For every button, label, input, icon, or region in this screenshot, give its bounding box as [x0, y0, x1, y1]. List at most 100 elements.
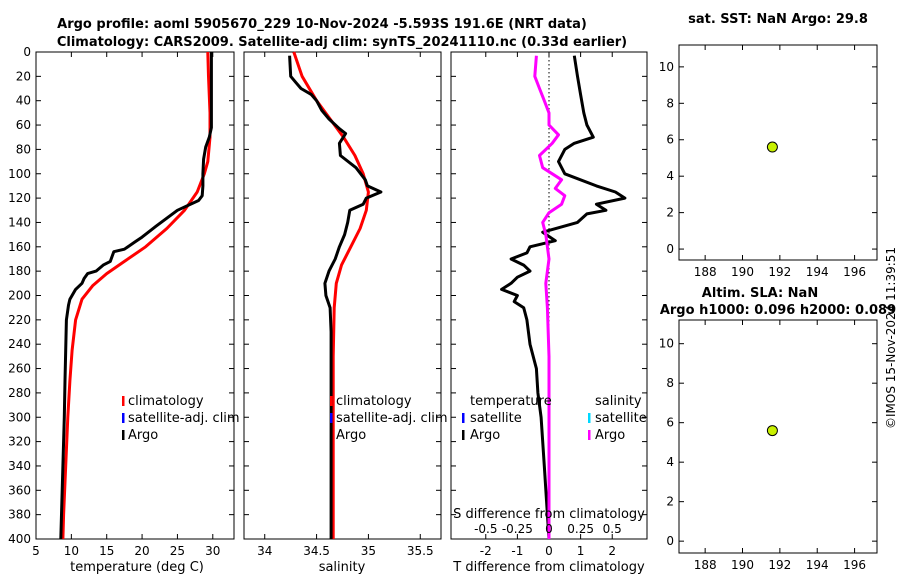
sat-sst-panel-xtick-label: 192: [768, 265, 791, 279]
sla-panel-axes-box: [678, 319, 878, 554]
t-difference-xlabel: T difference from climatology: [452, 560, 645, 575]
sat-sst-panel-ytick-label: 10: [659, 60, 674, 74]
diff-legend-swatch-s-satellite: [588, 413, 591, 423]
diff-legend-t-argo: Argo: [470, 428, 500, 443]
salinity-xtick-label: 34.5: [303, 544, 330, 558]
sat-sst-panel-ytick-label: 6: [666, 133, 674, 147]
sat-sst-panel-axes-box: [678, 44, 878, 261]
sst-panel-title: sat. SST: NaN Argo: 29.8: [688, 12, 868, 27]
temperature-xtick-label: 30: [205, 544, 220, 558]
sla-panel-title-line2: Argo h1000: 0.096 h2000: 0.089: [660, 303, 896, 318]
temperature-ytick-label: 180: [8, 264, 31, 278]
sla-panel: 188 190 192 194 196 0 2 4 6 8 10: [659, 319, 878, 572]
salinity-xlabel: salinity: [319, 560, 366, 575]
legend-swatch-satellite-adj: [122, 413, 125, 423]
sat-sst-panel-xtick-label: 196: [843, 265, 866, 279]
diff-legend-t-satellite: satellite: [470, 411, 522, 426]
salinity-xtick-label: 35.5: [407, 544, 434, 558]
temperature-ytick-label: 80: [16, 142, 31, 156]
difference-xtick-label: -2: [480, 544, 492, 558]
legend-satellite-adj: satellite-adj. clim: [128, 411, 240, 426]
difference-s-tick-label: 0.25: [567, 522, 594, 536]
sla-panel-ytick-label: 0: [666, 534, 674, 548]
temperature-xtick-label: 25: [170, 544, 185, 558]
legend-swatch-climatology: [122, 396, 125, 406]
sla-panel-ytick-label: 8: [666, 376, 674, 390]
temperature-ytick-label: 280: [8, 386, 31, 400]
sat-sst-panel-ytick-label: 0: [666, 242, 674, 256]
diff-legend-swatch-t-satellite: [462, 413, 465, 423]
temperature-ytick-label: 200: [8, 289, 31, 303]
temperature-ytick-label: 60: [16, 118, 31, 132]
legend-swatch-argo: [122, 430, 125, 440]
sla-panel-xtick-label: 196: [843, 558, 866, 572]
sat-sst-panel-xtick-label: 188: [694, 265, 717, 279]
sla-panel-ytick-label: 10: [659, 337, 674, 351]
figure-title-line2: Climatology: CARS2009. Satellite-adj cli…: [57, 35, 627, 50]
s-difference-label: S difference from climatology: [453, 507, 645, 522]
sat-sst-panel-argo-point: [766, 141, 778, 153]
sat-sst-panel-ytick-label: 2: [666, 206, 674, 220]
temperature-series-climatology: [61, 51, 212, 540]
difference-s-tick-label: -0.25: [502, 522, 533, 536]
temperature-xtick-label: 15: [99, 544, 114, 558]
temperature-ytick-label: 240: [8, 337, 31, 351]
temperature-ytick-label: 120: [8, 191, 31, 205]
temperature-ytick-label: 320: [8, 435, 31, 449]
sla-panel-ytick-label: 2: [666, 495, 674, 509]
temperature-ytick-label: 300: [8, 410, 31, 424]
figure-title-line1: Argo profile: aoml 5905670_229 10-Nov-20…: [57, 17, 587, 32]
sal-legend-swatch-satellite-adj: [330, 413, 333, 423]
sal-legend-swatch-climatology: [330, 396, 333, 406]
temperature-ytick-label: 360: [8, 483, 31, 497]
temperature-ytick-label: 160: [8, 240, 31, 254]
sat-sst-panel: 188 190 192 194 196 0 2 4 6 8 10: [659, 44, 878, 279]
difference-s-tick-label: 0: [545, 522, 553, 536]
temperature-series-argo: [59, 52, 213, 540]
sat-sst-panel-xtick-label: 194: [806, 265, 829, 279]
temperature-xtick-label: 10: [64, 544, 79, 558]
difference-xtick-label: 2: [608, 544, 616, 558]
temperature-ytick-label: 140: [8, 215, 31, 229]
temperature-ytick-label: 100: [8, 167, 31, 181]
sat-sst-panel-xtick-label: 190: [731, 265, 754, 279]
sla-panel-xtick-label: 188: [694, 558, 717, 572]
sat-sst-panel-ytick-label: 8: [666, 96, 674, 110]
difference-panel: -2 -1 0 1 2 -0.5 -0.25 0 0.25 0.5: [450, 51, 648, 558]
salinity-xtick-label: 34: [257, 544, 272, 558]
temperature-ytick-label: 40: [16, 94, 31, 108]
temperature-ytick-label: 400: [8, 532, 31, 546]
diff-legend-temperature-title: temperature: [470, 394, 552, 409]
sat-sst-panel-ytick-label: 4: [666, 169, 674, 183]
difference-s-tick-label: 0.5: [603, 522, 622, 536]
diff-legend-swatch-s-argo: [588, 430, 591, 440]
temperature-panel: 5 10 15 20 25 3002040608010012014016018020022…: [8, 45, 235, 558]
difference-series-argo-s-diff: [533, 55, 567, 539]
sla-panel-xtick-label: 190: [731, 558, 754, 572]
difference-xtick-label: -1: [511, 544, 523, 558]
legend-argo: Argo: [128, 428, 158, 443]
salinity-xtick-label: 35: [361, 544, 376, 558]
difference-series-argo-t-diff: [500, 55, 627, 540]
sla-panel-xtick-label: 194: [806, 558, 829, 572]
temperature-ytick-label: 20: [16, 69, 31, 83]
temperature-ytick-label: 340: [8, 459, 31, 473]
salinity-axes-box: [243, 51, 442, 540]
diff-legend-s-argo: Argo: [595, 428, 625, 443]
sal-legend-satellite-adj: satellite-adj. clim: [336, 411, 448, 426]
temperature-xtick-label: 5: [32, 544, 40, 558]
sal-legend-climatology: climatology: [336, 394, 412, 409]
diff-legend-salinity-title: salinity: [595, 394, 642, 409]
sla-panel-ytick-label: 4: [666, 455, 674, 469]
sla-panel-ytick-label: 6: [666, 416, 674, 430]
difference-s-tick-label: -0.5: [474, 522, 497, 536]
temperature-ytick-label: 260: [8, 362, 31, 376]
sla-panel-title: Altim. SLA: NaN: [702, 286, 818, 301]
sla-panel-argo-point: [766, 425, 778, 437]
temperature-xtick-label: 20: [134, 544, 149, 558]
sal-legend-swatch-argo: [330, 430, 333, 440]
salinity-panel: 34 34.5 35 35.5: [243, 51, 442, 558]
difference-xtick-label: 0: [545, 544, 553, 558]
salinity-series-argo: [288, 55, 383, 539]
